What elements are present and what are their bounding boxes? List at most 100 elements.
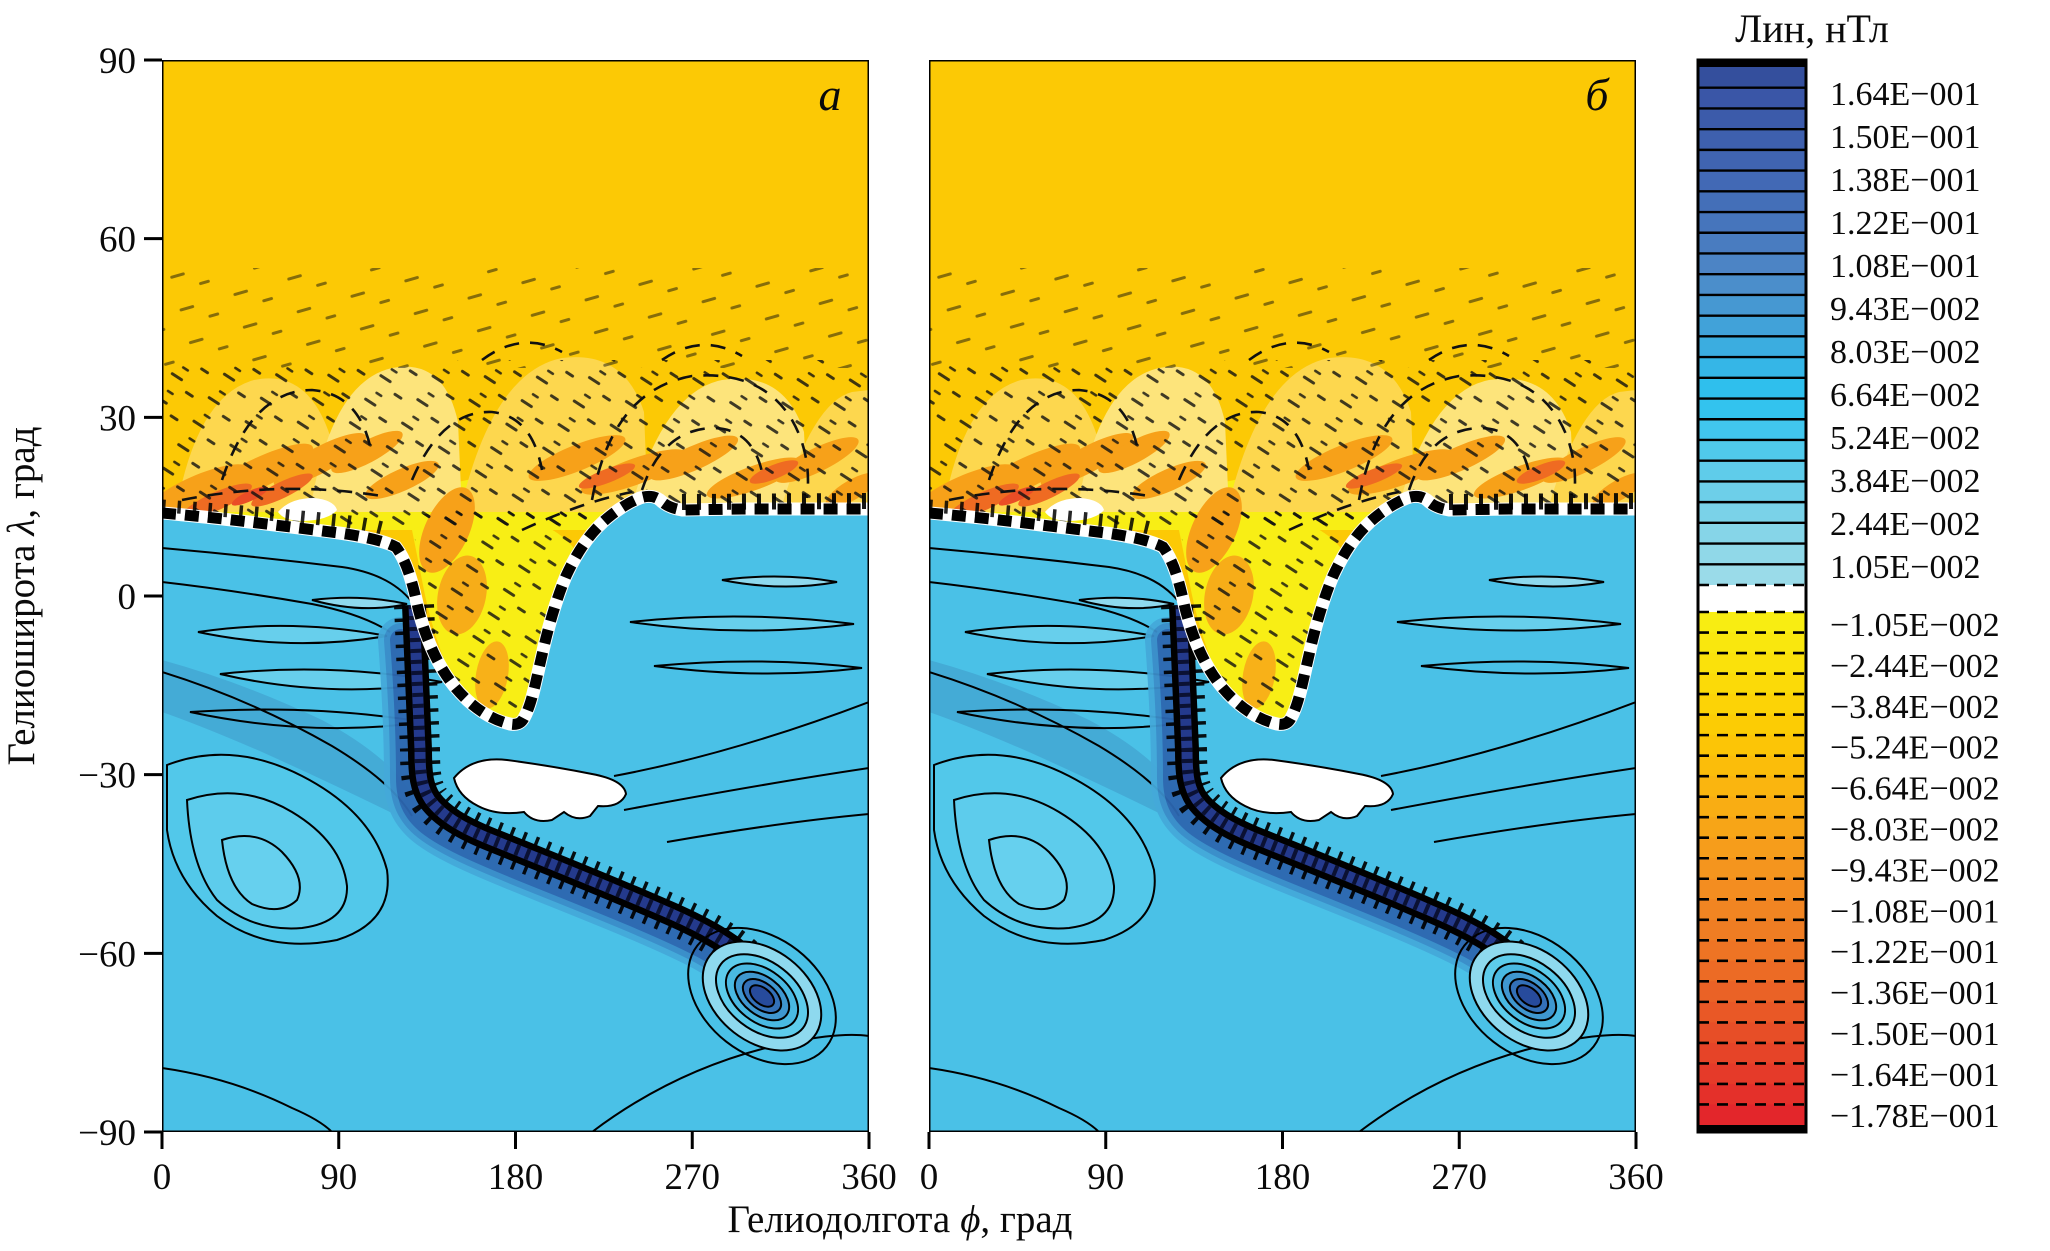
- colorbar-cell-positive: [1698, 439, 1806, 462]
- colorbar-label-negative-8: −1.22E−001: [1830, 934, 2000, 971]
- colorbar-cell-positive: [1698, 419, 1806, 441]
- colorbar-cell-negative: [1698, 1001, 1806, 1023]
- colorbar-cell-positive: [1698, 87, 1806, 110]
- colorbar-top-cap: [1698, 60, 1806, 67]
- y-tick-label-6: −90: [78, 1113, 136, 1154]
- x-tick-label-p1-3: 270: [1432, 1157, 1488, 1198]
- colorbar-cell-negative: [1698, 776, 1806, 798]
- panel-a-plot: [138, 60, 883, 1132]
- colorbar-cell-positive: [1698, 481, 1806, 503]
- colorbar-cell-positive: [1698, 522, 1806, 545]
- colorbar-cell-negative: [1698, 755, 1806, 777]
- y-title-units: , град: [0, 427, 43, 519]
- colorbar-cell-zero-gap: [1698, 585, 1806, 612]
- colorbar-label-positive-6: 8.03E−002: [1830, 334, 1980, 371]
- colorbar-cell-positive: [1698, 274, 1806, 296]
- y-tick-label-0: 90: [99, 41, 136, 82]
- colorbar-cell-positive: [1698, 212, 1806, 234]
- y-title-symbol: λ: [0, 519, 43, 537]
- colorbar-label-positive-4: 1.08E−001: [1830, 248, 1980, 285]
- colorbar-label-positive-3: 1.22E−001: [1830, 205, 1980, 242]
- colorbar-label-positive-2: 1.38E−001: [1830, 162, 1980, 199]
- colorbar-cell-negative: [1698, 981, 1806, 1003]
- colorbar-cell-negative: [1698, 632, 1806, 654]
- colorbar-label-negative-4: −6.64E−002: [1830, 771, 2000, 808]
- colorbar-label-negative-10: −1.50E−001: [1830, 1016, 2000, 1053]
- colorbar-cell-positive: [1698, 129, 1806, 151]
- colorbar-cell-negative: [1698, 673, 1806, 695]
- colorbar-label-negative-6: −9.43E−002: [1830, 852, 2000, 889]
- y-tick-label-4: −30: [78, 756, 136, 797]
- x-tick-label-p1-0: 0: [920, 1157, 939, 1198]
- colorbar-cell-positive: [1698, 460, 1806, 482]
- colorbar-cell-negative: [1698, 817, 1806, 839]
- colorbar-cell-positive: [1698, 191, 1806, 213]
- colorbar-cell-positive: [1698, 149, 1806, 172]
- colorbar-label-negative-11: −1.64E−001: [1830, 1057, 2000, 1094]
- colorbar-frame: [1696, 58, 1808, 1134]
- panel-b-plot: [905, 60, 1650, 1132]
- colorbar-label-positive-11: 1.05E−002: [1830, 549, 1980, 586]
- y-tick-label-5: −60: [78, 934, 136, 975]
- colorbar-cell-positive: [1698, 564, 1806, 586]
- colorbar-cell-negative: [1698, 878, 1806, 900]
- colorbar-cell-negative: [1698, 899, 1806, 921]
- colorbar-cell-positive: [1698, 377, 1806, 400]
- colorbar-cell-positive: [1698, 253, 1806, 275]
- colorbar-cell-negative: [1698, 653, 1806, 675]
- colorbar-label-positive-10: 2.44E−002: [1830, 506, 1980, 543]
- colorbar-label-negative-7: −1.08E−001: [1830, 893, 2000, 930]
- colorbar-cell-negative: [1698, 714, 1806, 736]
- colorbar-cell-positive: [1698, 543, 1806, 565]
- colorbar-cell-positive: [1698, 398, 1806, 420]
- colorbar-bottom-cap: [1698, 1125, 1806, 1132]
- panel-b-letter: б: [1585, 69, 1610, 120]
- colorbar-label-negative-3: −5.24E−002: [1830, 730, 2000, 767]
- colorbar-cell-positive: [1698, 108, 1806, 130]
- colorbar-cell-positive: [1698, 357, 1806, 379]
- colorbar-label-positive-0: 1.64E−001: [1830, 76, 1980, 113]
- colorbar-cell-negative: [1698, 1063, 1806, 1085]
- x-tick-label-p0-4: 360: [841, 1157, 897, 1198]
- colorbar-cell-positive: [1698, 502, 1806, 524]
- x-tick-label-p0-3: 270: [665, 1157, 721, 1198]
- colorbar-cell-negative: [1698, 1042, 1806, 1065]
- colorbar-label-positive-9: 3.84E−002: [1830, 463, 1980, 500]
- colorbar-cell-positive: [1698, 294, 1806, 317]
- colorbar-cell-negative: [1698, 796, 1806, 818]
- colorbar-cell-negative: [1698, 919, 1806, 941]
- colorbar-title: Лин, нТл: [1735, 6, 1889, 51]
- y-tick-label-2: 30: [99, 398, 136, 439]
- colorbar-label-negative-5: −8.03E−002: [1830, 812, 2000, 849]
- colorbar-cell-negative: [1698, 858, 1806, 880]
- colorbar-label-negative-2: −3.84E−002: [1830, 689, 2000, 726]
- y-tick-label-3: 0: [118, 577, 137, 618]
- x-title-units: , град: [980, 1198, 1072, 1241]
- colorbar-cell-negative: [1698, 940, 1806, 962]
- colorbar-label-positive-8: 5.24E−002: [1830, 420, 1980, 457]
- axes: 0 90 180 270 360 0 90 180 270 360 90 60 30 0 −30 −60 −90: [78, 41, 1664, 1198]
- x-title-text: Гелиодолгота: [727, 1198, 950, 1241]
- colorbar-cell-negative: [1698, 735, 1806, 757]
- x-axis-title: Гелиодолгота ϕ, град: [727, 1198, 1072, 1241]
- colorbar-cell-negative: [1698, 837, 1806, 859]
- x-tick-label-p1-1: 90: [1087, 1157, 1124, 1198]
- colorbar-cell-positive: [1698, 315, 1806, 337]
- x-tick-label-p0-1: 90: [320, 1157, 357, 1198]
- colorbar-cell-positive: [1698, 232, 1806, 255]
- colorbar-cell-positive: [1698, 336, 1806, 358]
- colorbar-cell-negative: [1698, 1104, 1806, 1126]
- colorbar-label-positive-7: 6.64E−002: [1830, 377, 1980, 414]
- x-tick-label-p0-2: 180: [488, 1157, 544, 1198]
- x-tick-label-p1-4: 360: [1608, 1157, 1664, 1198]
- y-title-text: Гелиоширота: [0, 545, 43, 766]
- colorbar-label-positive-5: 9.43E−002: [1830, 291, 1980, 328]
- colorbar-label-negative-0: −1.05E−002: [1830, 607, 2000, 644]
- x-title-symbol: ϕ: [960, 1198, 980, 1241]
- colorbar-cell-negative: [1698, 1022, 1806, 1044]
- y-axis-title: Гелиоширота λ, град: [0, 427, 43, 766]
- x-tick-label-p1-2: 180: [1255, 1157, 1311, 1198]
- panel-a-letter: a: [819, 69, 842, 120]
